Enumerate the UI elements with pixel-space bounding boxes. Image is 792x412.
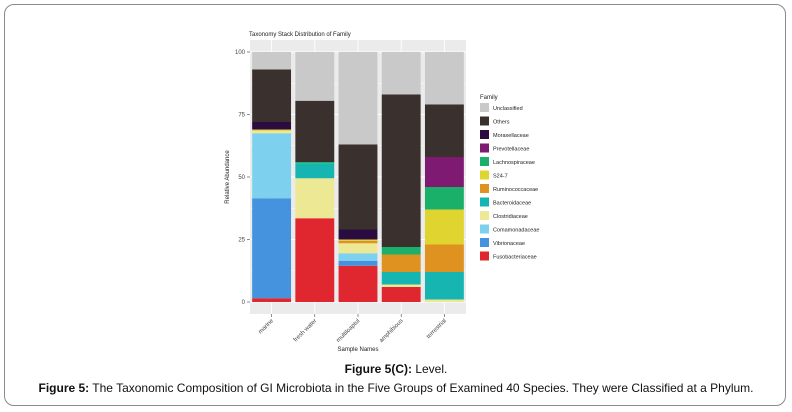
- stacked-bar-chart: Taxonomy Stack Distribution of Family 0 2…: [225, 32, 539, 353]
- legend-swatch: [480, 143, 489, 153]
- bar-segment: [252, 69, 292, 122]
- bar-segment: [381, 287, 421, 302]
- caption-label: Figure 5:: [38, 381, 90, 395]
- legend-label: Fusobacteriaceae: [493, 255, 537, 261]
- bar-segment: [424, 157, 464, 187]
- legend-swatch: [480, 211, 489, 220]
- legend-swatch: [480, 157, 489, 166]
- subcaption-label: Figure 5(C):: [344, 362, 412, 376]
- bar-segment: [424, 272, 464, 300]
- legend-label: Moraxellaceae: [493, 133, 529, 139]
- bar-segment: [424, 187, 464, 210]
- bar-segment: [252, 52, 292, 70]
- legend-label: Unclassified: [493, 106, 523, 112]
- y-tick-label: 75: [238, 113, 245, 119]
- bar-segment: [295, 163, 335, 179]
- subcaption-text: Level.: [411, 362, 448, 376]
- bar-segment: [424, 209, 464, 245]
- x-axis-label: Sample Names: [337, 347, 378, 353]
- legend-swatch: [480, 197, 489, 207]
- x-tick-label: multiloaptul: [336, 318, 362, 344]
- bar-segment: [381, 247, 421, 255]
- chart-figure: Taxonomy Stack Distribution of Family 0 2…: [222, 25, 554, 358]
- legend-label: Ruminococcaceae: [493, 187, 538, 193]
- bar-segment: [381, 52, 421, 95]
- legend-swatch: [480, 116, 489, 126]
- y-axis: 0 25 50 75 100: [235, 50, 250, 306]
- bar-segment: [338, 144, 378, 230]
- bar-segment: [381, 254, 421, 272]
- y-axis-label: Relative Abundance: [225, 150, 231, 204]
- y-tick-label: 100: [235, 50, 246, 56]
- bar-segment: [338, 239, 378, 241]
- bar-segment: [252, 122, 292, 130]
- legend-label: Lachnospiraceae: [493, 160, 535, 166]
- bar-segment: [338, 253, 378, 261]
- bar-segment: [252, 133, 292, 199]
- x-tick-label: marine: [258, 318, 276, 336]
- legend-label: S24-7: [493, 174, 508, 180]
- caption-text: The Taxonomic Composition of GI Microbio…: [89, 381, 754, 395]
- legend-swatch: [480, 184, 489, 193]
- y-tick-label: 0: [242, 300, 246, 306]
- legend-swatch: [480, 103, 489, 112]
- bar-segment: [295, 218, 335, 302]
- chart-title: Taxonomy Stack Distribution of Family: [249, 32, 351, 38]
- legend: Family Unclassified Others Moraxellaceae Pr…: [480, 95, 539, 261]
- bar-segment: [252, 198, 292, 299]
- legend-label: Others: [493, 120, 510, 126]
- legend-title: Family: [480, 95, 498, 101]
- bar-segment: [338, 52, 378, 145]
- legend-swatch: [480, 224, 489, 234]
- bar-segment: [252, 298, 292, 302]
- bar-segment: [295, 162, 335, 164]
- figure-subcaption: Figure 5(C): Level.: [0, 362, 792, 376]
- legend-label: Vibrionaceae: [493, 241, 525, 247]
- legend-swatch: [480, 130, 489, 139]
- legend-label: Bacteroidaceae: [493, 201, 531, 207]
- bar-segment: [381, 284, 421, 287]
- x-tick-label: terrestrial: [426, 318, 448, 340]
- bar-segment: [295, 178, 335, 219]
- legend-label: Comamonadaceae: [493, 228, 539, 234]
- x-tick-label: amphibious: [379, 318, 405, 344]
- bar-segment: [338, 260, 378, 266]
- bar-segment: [338, 243, 378, 254]
- legend-label: Prevotellaceae: [493, 147, 529, 153]
- bar-segment: [424, 104, 464, 157]
- bar-segment: [338, 229, 378, 240]
- bar-segment: [424, 299, 464, 302]
- y-tick-label: 50: [238, 175, 245, 181]
- figure-caption: Figure 5: The Taxonomic Composition of G…: [0, 381, 792, 395]
- bar-segment: [338, 265, 378, 302]
- bar-segment: [338, 240, 378, 244]
- bar-segment: [424, 52, 464, 105]
- legend-swatch: [480, 251, 489, 261]
- bar-segment: [252, 130, 292, 134]
- bar-segment: [295, 100, 335, 162]
- bars: [252, 52, 464, 302]
- legend-swatch: [480, 238, 489, 247]
- bar-segment: [295, 52, 335, 101]
- bar-segment: [424, 244, 464, 272]
- bar-segment: [381, 94, 421, 247]
- legend-swatch: [480, 170, 489, 180]
- x-tick-label: fresh water: [293, 318, 318, 343]
- bar-segment: [252, 129, 292, 131]
- bar-segment: [381, 272, 421, 285]
- legend-label: Clostridiaceae: [493, 214, 528, 220]
- y-tick-label: 25: [238, 238, 245, 244]
- x-axis: marine fresh water multiloaptul amphibious t…: [258, 314, 448, 344]
